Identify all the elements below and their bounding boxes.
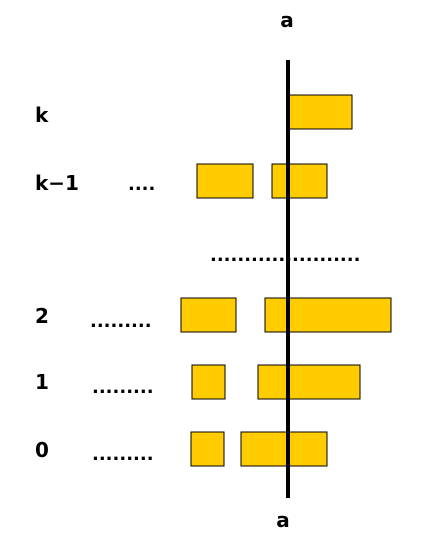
leader-dots-k-1: .... <box>128 174 155 195</box>
interval-box-k-1-right <box>271 163 328 199</box>
interval-box-k-1-left <box>196 163 254 199</box>
leader-dots-1: ......... <box>92 377 154 398</box>
level-label-k: k <box>35 103 49 127</box>
interval-box-2-left <box>180 297 237 333</box>
interval-box-0-left <box>190 431 225 467</box>
interval-box-1-left <box>191 364 226 400</box>
leader-dots-0: ......... <box>92 444 154 465</box>
axis-bottom-label: a <box>276 508 290 532</box>
interval-box-1-right <box>257 364 361 400</box>
interval-box-2-right <box>264 297 392 333</box>
level-label-2: 2 <box>35 304 49 328</box>
interval-box-0-right <box>240 431 328 467</box>
level-label-1: 1 <box>35 370 49 394</box>
level-label-0: 0 <box>35 438 49 462</box>
axis-top-label: a <box>280 8 294 32</box>
interval-box-k-1 <box>287 94 353 130</box>
middle-ellipsis: ...................... <box>210 245 360 266</box>
level-label-k-1: k−1 <box>35 171 79 195</box>
leader-dots-2: ......... <box>90 311 152 332</box>
